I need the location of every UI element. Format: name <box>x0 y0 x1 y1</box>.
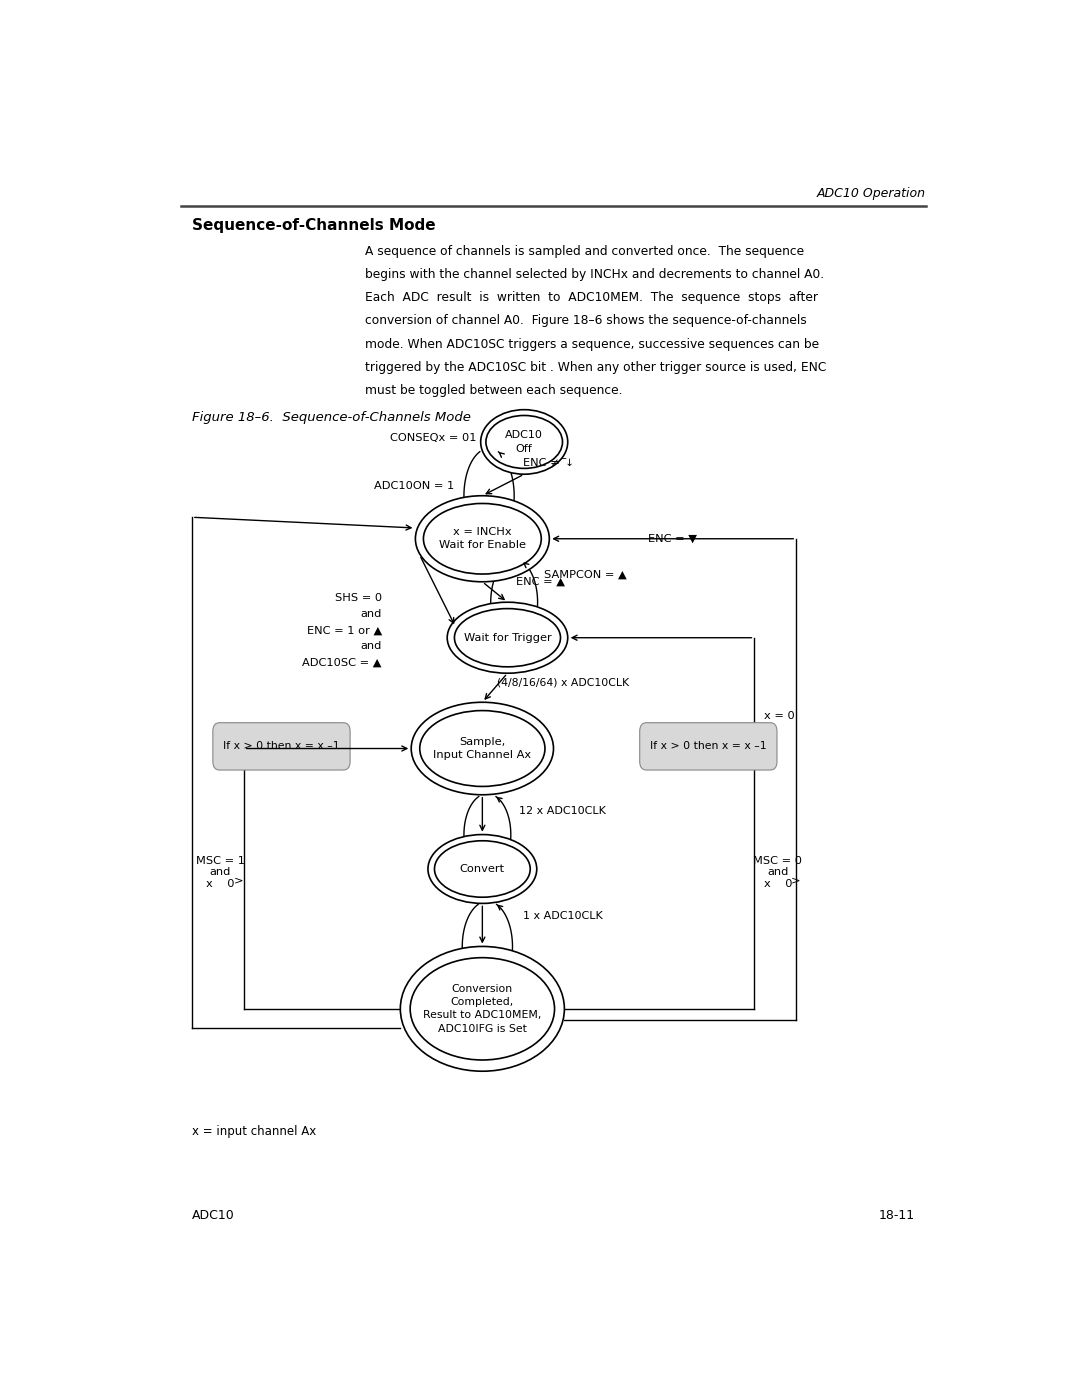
Text: Figure 18–6.  Sequence-of-Channels Mode: Figure 18–6. Sequence-of-Channels Mode <box>192 411 471 423</box>
Ellipse shape <box>447 602 568 673</box>
FancyBboxPatch shape <box>639 722 777 770</box>
Text: Sequence-of-Channels Mode: Sequence-of-Channels Mode <box>192 218 435 233</box>
Text: ADC10 Operation: ADC10 Operation <box>816 187 926 200</box>
Text: CONSEQx = 01: CONSEQx = 01 <box>390 433 476 443</box>
Text: must be toggled between each sequence.: must be toggled between each sequence. <box>365 384 623 397</box>
Text: x = input channel Ax: x = input channel Ax <box>192 1125 316 1139</box>
Text: Sample,
Input Channel Ax: Sample, Input Channel Ax <box>433 736 531 760</box>
Text: 12 x ADC10CLK: 12 x ADC10CLK <box>519 806 606 816</box>
Text: begins with the channel selected by INCHx and decrements to channel A0.: begins with the channel selected by INCH… <box>365 268 824 281</box>
Text: ADC10: ADC10 <box>192 1208 234 1222</box>
Text: ENC ≠: ENC ≠ <box>523 458 563 468</box>
Text: 1 x ADC10CLK: 1 x ADC10CLK <box>523 911 603 921</box>
Text: If x > 0 then x = x –1: If x > 0 then x = x –1 <box>224 742 340 752</box>
Text: If x > 0 then x = x –1: If x > 0 then x = x –1 <box>650 742 767 752</box>
Text: x = INCHx
Wait for Enable: x = INCHx Wait for Enable <box>438 527 526 550</box>
Text: A sequence of channels is sampled and converted once.  The sequence: A sequence of channels is sampled and co… <box>365 244 805 258</box>
Text: ADC10
Off: ADC10 Off <box>505 430 543 454</box>
Text: ENC = ▼: ENC = ▼ <box>648 534 697 543</box>
Text: ‾↓: ‾↓ <box>561 458 575 468</box>
Text: 18-11: 18-11 <box>879 1208 915 1222</box>
Text: MSC = 0
and
x    0: MSC = 0 and x 0 <box>754 855 802 888</box>
Text: conversion of channel A0.  Figure 18–6 shows the sequence-of-channels: conversion of channel A0. Figure 18–6 sh… <box>365 314 807 327</box>
Text: Wait for Trigger: Wait for Trigger <box>463 633 552 643</box>
Ellipse shape <box>428 834 537 904</box>
Text: ENC = 1 or ▲: ENC = 1 or ▲ <box>307 626 382 636</box>
Text: MSC = 1
and
x    0: MSC = 1 and x 0 <box>195 855 245 888</box>
Text: mode. When ADC10SC triggers a sequence, successive sequences can be: mode. When ADC10SC triggers a sequence, … <box>365 338 820 351</box>
Text: Conversion
Completed,
Result to ADC10MEM,
ADC10IFG is Set: Conversion Completed, Result to ADC10MEM… <box>423 983 541 1034</box>
Text: (4/8/16/64) x ADC10CLK: (4/8/16/64) x ADC10CLK <box>498 678 630 687</box>
Text: ADC10SC = ▲: ADC10SC = ▲ <box>302 658 382 668</box>
Text: Each  ADC  result  is  written  to  ADC10MEM.  The  sequence  stops  after: Each ADC result is written to ADC10MEM. … <box>365 292 819 305</box>
Text: SAMPCON = ▲: SAMPCON = ▲ <box>544 569 627 580</box>
Text: Convert: Convert <box>460 863 505 875</box>
Text: ADC10ON = 1: ADC10ON = 1 <box>374 481 454 490</box>
Ellipse shape <box>411 703 554 795</box>
Ellipse shape <box>401 946 565 1071</box>
Text: triggered by the ADC10SC bit . When any other trigger source is used, ENC: triggered by the ADC10SC bit . When any … <box>365 360 826 374</box>
Text: >: > <box>233 876 243 886</box>
Text: ENC = ▲: ENC = ▲ <box>516 576 565 587</box>
Ellipse shape <box>416 496 550 581</box>
Text: and: and <box>361 609 382 619</box>
Ellipse shape <box>481 409 568 474</box>
FancyBboxPatch shape <box>213 722 350 770</box>
Text: SHS = 0: SHS = 0 <box>335 592 382 604</box>
Text: and: and <box>361 641 382 651</box>
Text: x = 0: x = 0 <box>765 711 795 721</box>
Text: >: > <box>792 876 801 886</box>
